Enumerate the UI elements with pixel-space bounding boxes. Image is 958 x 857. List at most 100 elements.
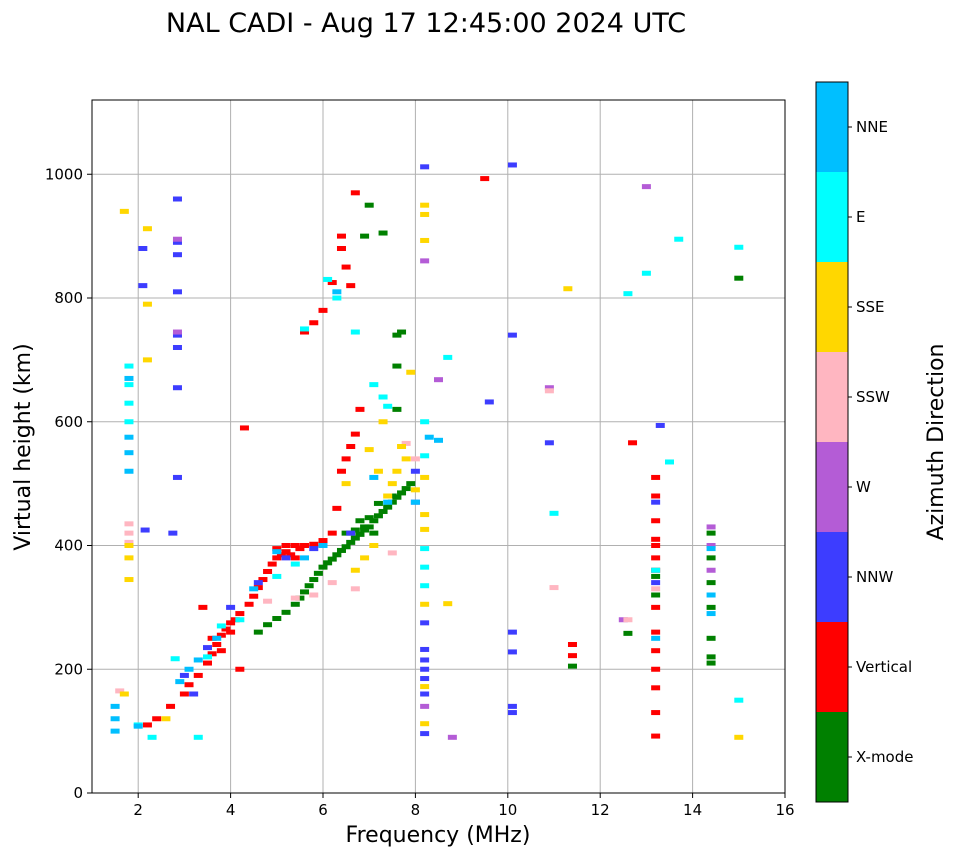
data-point xyxy=(172,474,182,480)
data-point xyxy=(216,623,226,629)
data-point xyxy=(203,654,212,660)
data-point xyxy=(124,530,134,536)
data-point xyxy=(410,487,420,493)
data-point xyxy=(152,716,162,722)
data-point xyxy=(350,431,360,437)
data-point xyxy=(323,276,333,282)
data-point xyxy=(544,385,554,391)
data-point xyxy=(290,595,300,601)
data-point xyxy=(651,573,661,579)
data-point xyxy=(263,622,273,628)
series-ssw xyxy=(115,388,661,694)
data-point xyxy=(392,363,402,369)
data-point xyxy=(124,400,134,406)
data-point xyxy=(184,666,194,672)
data-point xyxy=(253,580,263,586)
data-point xyxy=(420,512,430,518)
data-point xyxy=(373,468,383,474)
data-point xyxy=(309,320,319,326)
colorbar-swatch xyxy=(816,622,848,712)
data-point xyxy=(295,595,305,601)
data-point xyxy=(295,546,305,552)
data-point xyxy=(226,620,236,626)
data-point xyxy=(706,580,716,586)
data-point xyxy=(507,703,517,709)
data-point xyxy=(420,721,430,727)
data-point xyxy=(193,657,203,663)
data-point xyxy=(651,629,661,635)
data-point xyxy=(651,586,661,592)
data-point xyxy=(655,422,665,428)
data-point xyxy=(140,527,150,533)
data-point xyxy=(734,697,744,703)
data-point xyxy=(323,560,333,566)
data-point xyxy=(706,611,716,617)
data-point xyxy=(364,202,374,208)
data-point xyxy=(175,679,185,685)
data-point xyxy=(172,252,182,258)
series-x-mode xyxy=(253,202,744,669)
data-point xyxy=(401,486,411,492)
x-tick-label: 2 xyxy=(133,801,143,819)
colorbar-swatch xyxy=(816,532,848,622)
data-point xyxy=(397,329,407,335)
data-point xyxy=(172,289,182,295)
data-point xyxy=(203,645,212,651)
data-point xyxy=(420,564,430,570)
data-point xyxy=(350,527,360,533)
data-point xyxy=(420,676,430,682)
data-point xyxy=(172,345,182,350)
data-point xyxy=(420,164,430,170)
data-point xyxy=(119,691,129,697)
data-point xyxy=(300,589,310,595)
colorbar-swatch xyxy=(816,262,848,352)
data-point xyxy=(300,329,310,335)
data-point xyxy=(674,236,684,242)
data-point xyxy=(420,731,430,737)
x-tick-label: 16 xyxy=(775,801,794,819)
data-point xyxy=(420,703,430,709)
data-point xyxy=(253,629,263,635)
data-point xyxy=(420,474,430,480)
data-point xyxy=(272,555,282,561)
data-point xyxy=(383,403,393,409)
data-point xyxy=(734,275,744,281)
data-point xyxy=(300,555,310,561)
colorbar-tick-label: NNE xyxy=(856,118,888,136)
data-point xyxy=(378,419,388,425)
data-point xyxy=(651,604,661,610)
y-axis-label: Virtual height (km) xyxy=(11,343,36,550)
data-point xyxy=(364,515,374,521)
data-point xyxy=(226,629,236,635)
data-point xyxy=(290,601,300,607)
data-point xyxy=(549,510,559,516)
data-point xyxy=(216,648,226,654)
data-point xyxy=(124,450,134,456)
data-point xyxy=(563,286,573,292)
data-point xyxy=(364,447,374,453)
data-point xyxy=(290,561,300,567)
data-point xyxy=(378,394,388,400)
data-point xyxy=(641,270,651,276)
data-point xyxy=(734,734,744,740)
data-point xyxy=(420,419,430,425)
data-point xyxy=(350,567,360,573)
data-point xyxy=(193,734,203,740)
data-point xyxy=(651,592,661,598)
series-e xyxy=(124,236,744,740)
data-point xyxy=(507,629,517,635)
data-point xyxy=(124,521,134,527)
data-point xyxy=(124,419,134,425)
chart-title: NAL CADI - Aug 17 12:45:00 2024 UTC xyxy=(166,8,686,39)
data-point xyxy=(300,543,310,548)
data-point xyxy=(706,635,716,641)
data-point xyxy=(651,536,661,542)
data-point xyxy=(387,550,397,556)
data-point xyxy=(327,580,337,586)
data-point xyxy=(420,646,430,652)
data-point xyxy=(544,388,554,394)
data-point xyxy=(651,567,661,573)
data-point xyxy=(480,176,490,182)
data-point xyxy=(119,208,129,214)
data-point xyxy=(373,513,383,519)
